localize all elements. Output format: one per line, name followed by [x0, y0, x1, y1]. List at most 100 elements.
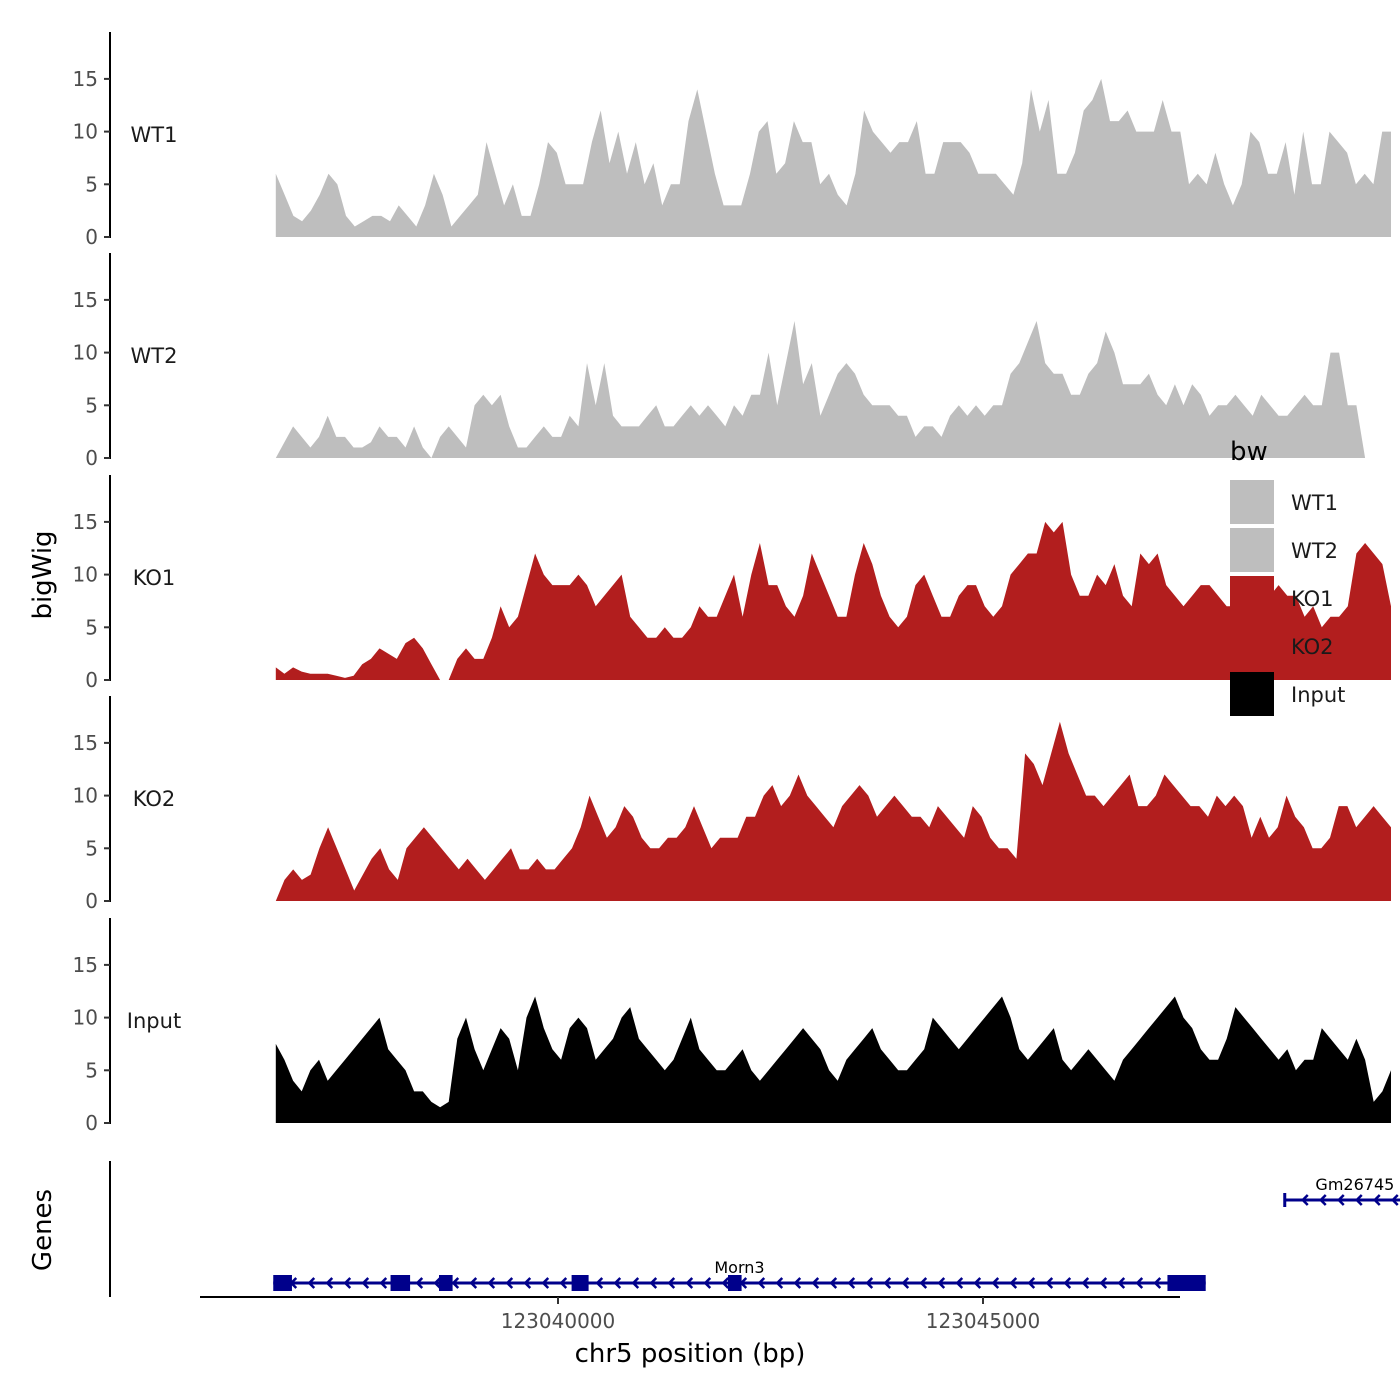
y-tick-label: 5 — [85, 172, 98, 196]
genes-panel: Morn3 Gm26745 — [109, 1161, 1400, 1297]
exon-block — [273, 1275, 292, 1291]
legend-swatch-wt2 — [1230, 528, 1274, 572]
strand-arrow — [1009, 1277, 1018, 1289]
gene-label: Gm26745 — [1315, 1175, 1394, 1194]
strand-arrow — [847, 1277, 856, 1289]
strand-arrow — [757, 1277, 766, 1289]
y-tick-label: 15 — [73, 67, 98, 91]
strand-arrow — [865, 1277, 874, 1289]
legend: bw WT1 WT2 KO1 KO2 Input — [1230, 437, 1345, 716]
y-tick-label: 0 — [85, 889, 98, 913]
strand-arrow — [937, 1277, 946, 1289]
y-axis-title: bigWig — [28, 530, 58, 619]
strand-arrow — [829, 1277, 838, 1289]
gene-label: Morn3 — [714, 1258, 764, 1277]
y-tick-label: 5 — [85, 393, 98, 417]
track-input: 0 5 10 15 Input — [73, 918, 1391, 1135]
exon-block — [571, 1275, 589, 1291]
coverage-area-ko1 — [275, 521, 1391, 680]
coverage-tracks: 0 5 10 15 WT1 0 5 10 15 WT2 0 5 10 15 KO1 0 5 10 15 KO2 0 5 10… — [73, 32, 1391, 1135]
y-tick-label: 10 — [73, 341, 98, 365]
strand-arrow — [469, 1277, 478, 1289]
strand-arrow — [361, 1277, 370, 1289]
strand-arrow — [541, 1277, 550, 1289]
y-tick-label: 0 — [85, 668, 98, 692]
track-ko1: 0 5 10 15 KO1 — [73, 475, 1391, 692]
strand-arrow — [1135, 1277, 1144, 1289]
y-tick-label: 10 — [73, 784, 98, 808]
legend-label-ko1: KO1 — [1291, 587, 1334, 611]
strand-arrow — [1153, 1277, 1162, 1289]
track-label: KO1 — [133, 566, 176, 590]
y-tick-label: 15 — [73, 510, 98, 534]
strand-arrow — [523, 1277, 532, 1289]
strand-arrow — [649, 1277, 658, 1289]
strand-arrow — [721, 1277, 730, 1289]
legend-swatch-ko1 — [1230, 576, 1274, 620]
genes-axis-title: Genes — [28, 1189, 58, 1271]
y-tick-label: 10 — [73, 563, 98, 587]
strand-arrow — [973, 1277, 982, 1289]
legend-label-wt2: WT2 — [1291, 539, 1338, 563]
legend-swatch-wt1 — [1230, 480, 1274, 524]
strand-arrow — [613, 1277, 622, 1289]
y-tick-label: 15 — [73, 288, 98, 312]
strand-arrow — [343, 1277, 352, 1289]
strand-arrow — [451, 1277, 460, 1289]
strand-arrow — [559, 1277, 568, 1289]
strand-arrow — [685, 1277, 694, 1289]
strand-arrow — [595, 1277, 604, 1289]
strand-arrow — [811, 1277, 820, 1289]
y-tick-label: 0 — [85, 1111, 98, 1135]
strand-arrow — [1390, 1194, 1399, 1206]
track-label: WT1 — [131, 123, 178, 147]
coverage-area-wt1 — [275, 78, 1391, 238]
strand-arrow — [1300, 1194, 1309, 1206]
track-wt1: 0 5 10 15 WT1 — [73, 32, 1391, 249]
y-tick-label: 0 — [85, 225, 98, 249]
strand-arrow — [505, 1277, 514, 1289]
gene-morn3: Morn3 — [273, 1258, 1206, 1291]
strand-arrow — [1099, 1277, 1108, 1289]
exon-block — [1167, 1275, 1206, 1291]
strand-arrow — [1081, 1277, 1090, 1289]
y-tick-label: 15 — [73, 731, 98, 755]
y-tick-label: 5 — [85, 615, 98, 639]
strand-arrow — [775, 1277, 784, 1289]
exon-block — [439, 1275, 453, 1291]
strand-arrow — [379, 1277, 388, 1289]
x-axis: 123040000 123045000 — [200, 1296, 1180, 1333]
y-tick-label: 10 — [73, 120, 98, 144]
strand-arrow — [1027, 1277, 1036, 1289]
track-ko2: 0 5 10 15 KO2 — [73, 696, 1391, 913]
track-label: WT2 — [131, 344, 178, 368]
strand-arrow — [955, 1277, 964, 1289]
track-label: KO2 — [133, 787, 176, 811]
strand-arrow — [325, 1277, 334, 1289]
strand-arrow — [703, 1277, 712, 1289]
strand-arrow — [1117, 1277, 1126, 1289]
y-tick-label: 5 — [85, 836, 98, 860]
strand-arrow — [1354, 1194, 1363, 1206]
strand-arrow — [919, 1277, 928, 1289]
exon-block — [390, 1275, 411, 1291]
strand-arrow — [631, 1277, 640, 1289]
strand-arrow — [1372, 1194, 1381, 1206]
coverage-area-wt2 — [275, 321, 1391, 458]
coverage-area-ko2 — [275, 721, 1391, 901]
y-tick-label: 5 — [85, 1058, 98, 1082]
strand-arrow — [901, 1277, 910, 1289]
legend-title: bw — [1230, 437, 1268, 467]
legend-label-wt1: WT1 — [1291, 491, 1338, 515]
strand-arrow — [667, 1277, 676, 1289]
x-tick-label: 123040000 — [501, 1309, 616, 1333]
strand-arrow — [415, 1277, 424, 1289]
legend-label-ko2: KO2 — [1291, 635, 1334, 659]
y-tick-label: 10 — [73, 1006, 98, 1030]
strand-arrow — [433, 1277, 442, 1289]
gene-gm26745: Gm26745 — [1283, 1175, 1400, 1207]
strand-arrow — [1336, 1194, 1345, 1206]
legend-label-input: Input — [1291, 683, 1345, 707]
legend-swatch-ko2 — [1230, 624, 1274, 668]
